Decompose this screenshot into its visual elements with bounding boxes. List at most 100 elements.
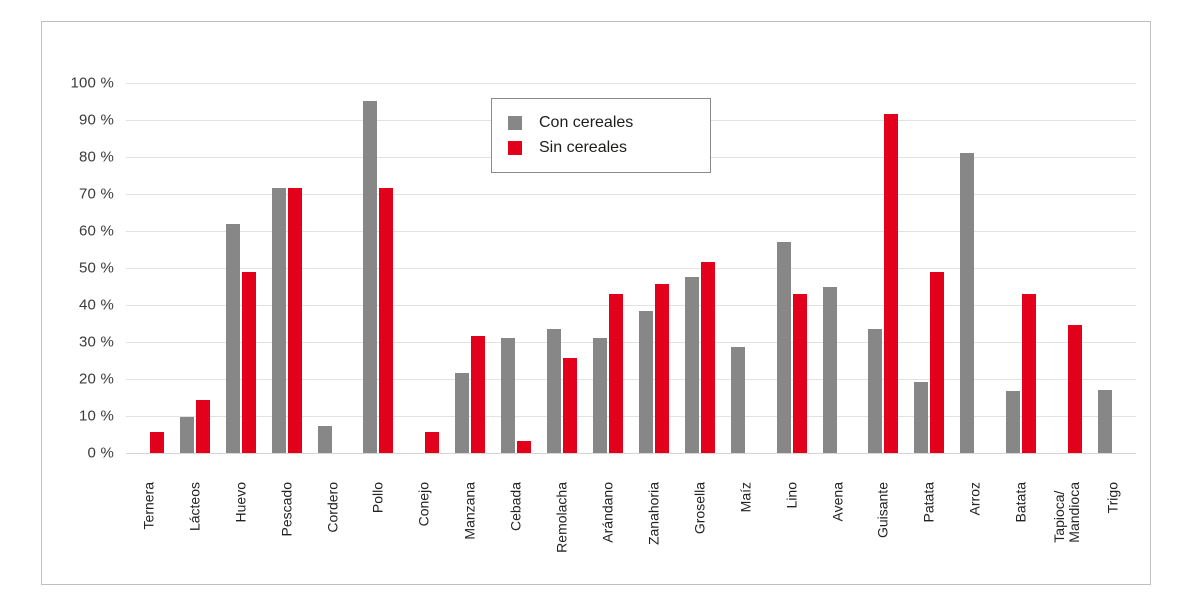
x-axis-tick: Remolacha [539,478,585,584]
x-axis-tick-label: Arándano [599,482,616,543]
bar-group [1044,83,1090,453]
bar-group [631,83,677,453]
bar-sin-cereales [149,431,164,453]
chart-plot-wrapper: 0 % 10 % 20 % 30 % 40 % 50 % 60 % 70 % 80 % 90 % 1… [42,22,1150,584]
x-axis-tick-label: Ternera [140,482,157,530]
bar-sin-cereales [1068,325,1083,453]
legend-label-sin-cereales: Sin cereales [539,138,628,156]
x-axis-tick-label: Cebada [507,482,524,532]
bar-sin-cereales [241,272,256,453]
bar-group [861,83,907,453]
y-axis-tick-label: 90 % [79,111,114,129]
bar-con-cereales [547,329,562,453]
x-axis-tick-label: Guisante [874,482,891,539]
bar-group [815,83,861,453]
x-axis-tick-label: Conejo [415,482,432,527]
x-axis-tick-label: Avena [828,482,845,522]
bar-con-cereales [179,416,194,453]
x-axis-tick-label: Lino [783,482,800,509]
legend-swatch-icon-sin-cereales [508,140,522,155]
bar-sin-cereales [700,262,715,453]
bar-sin-cereales [654,283,669,453]
bar-con-cereales [1097,390,1112,453]
bar-group [906,83,952,453]
bar-sin-cereales [379,188,394,453]
bar-group [723,83,769,453]
x-axis-tick-label: Huevo [232,482,249,523]
bar-group [585,83,631,453]
x-axis-tick-label: Arroz [966,482,983,516]
y-axis-tick-label: 40 % [79,296,114,314]
bar-sin-cereales [287,188,302,453]
y-axis-tick-label: 60 % [79,222,114,240]
chart-legend: Con cereales Sin cereales [491,98,711,173]
bar-con-cereales [684,276,699,453]
bar-con-cereales [271,188,286,453]
bar-group [539,83,585,453]
x-axis-tick: Conejo [401,478,447,584]
gridline [126,305,1136,306]
y-axis-tick-label: 20 % [79,370,114,388]
bar-group [769,83,815,453]
y-axis-tick-label: 50 % [79,259,114,277]
x-axis-tick: Tapioca/ Mandioca [1044,478,1090,584]
chart-frame: 0 % 10 % 20 % 30 % 40 % 50 % 60 % 70 % 80 % 90 % 1… [41,21,1151,585]
bar-group [493,83,539,453]
bar-sin-cereales [563,357,578,453]
legend-swatch-icon-con-cereales [508,115,522,130]
y-axis-tick-label: 80 % [79,148,114,166]
bar-sin-cereales [609,293,624,453]
bar-con-cereales [776,242,791,453]
x-axis-tick-label: Tapioca/ Mandioca [1050,482,1083,543]
x-axis-tick: Batata [998,478,1044,584]
bar-group [310,83,356,453]
bar-con-cereales [593,338,608,453]
bar-con-cereales [363,100,378,453]
bar-con-cereales [868,329,883,453]
x-axis-tick-label: Trigo [1104,482,1121,514]
legend-item-sin-cereales: Sin cereales [508,135,696,160]
x-axis-tick: Cebada [493,478,539,584]
x-axis-tick: Pescado [264,478,310,584]
x-axis-tick-label: Zanahoria [645,482,662,546]
x-axis-tick-label: Manzana [461,482,478,540]
gridline [126,83,1136,84]
bar-group [677,83,723,453]
y-axis-tick-label: 100 % [70,74,114,92]
x-axis-tick-label: Batata [1012,482,1029,523]
x-axis-tick-label: Cordero [324,482,341,533]
x-axis-tick: Lino [769,478,815,584]
x-axis-tick: Manzana [447,478,493,584]
y-axis-tick-label: 30 % [79,333,114,351]
x-axis-tick-label: Maíz [737,482,754,513]
bar-sin-cereales [930,271,945,453]
x-axis-tick-label: Grosella [691,482,708,535]
legend-item-con-cereales: Con cereales [508,110,696,135]
bars-layer [126,83,1136,453]
x-axis-tick: Ternera [126,478,172,584]
bar-group [172,83,218,453]
bar-sin-cereales [884,114,899,453]
plot-area [126,83,1136,454]
gridline [126,379,1136,380]
x-axis-tick: Avena [815,478,861,584]
y-axis: 0 % 10 % 20 % 30 % 40 % 50 % 60 % 70 % 80 % 90 % 1… [42,22,122,584]
y-axis-tick-label: 70 % [79,185,114,203]
x-axis-tick: Cordero [310,478,356,584]
bar-group [998,83,1044,453]
x-axis-tick: Pollo [356,478,402,584]
bar-con-cereales [960,153,975,453]
bar-con-cereales [1006,390,1021,453]
gridline [126,231,1136,232]
bar-group [264,83,310,453]
bar-con-cereales [317,426,332,453]
bar-con-cereales [822,286,837,453]
bar-sin-cereales [792,293,807,453]
y-axis-tick-label: 10 % [79,407,114,425]
bar-sin-cereales [471,336,486,453]
x-axis-tick: Arroz [952,478,998,584]
x-axis-tick: Huevo [218,478,264,584]
bar-group [1090,83,1136,453]
bar-con-cereales [455,373,470,453]
x-axis-tick-label: Patata [920,482,937,523]
